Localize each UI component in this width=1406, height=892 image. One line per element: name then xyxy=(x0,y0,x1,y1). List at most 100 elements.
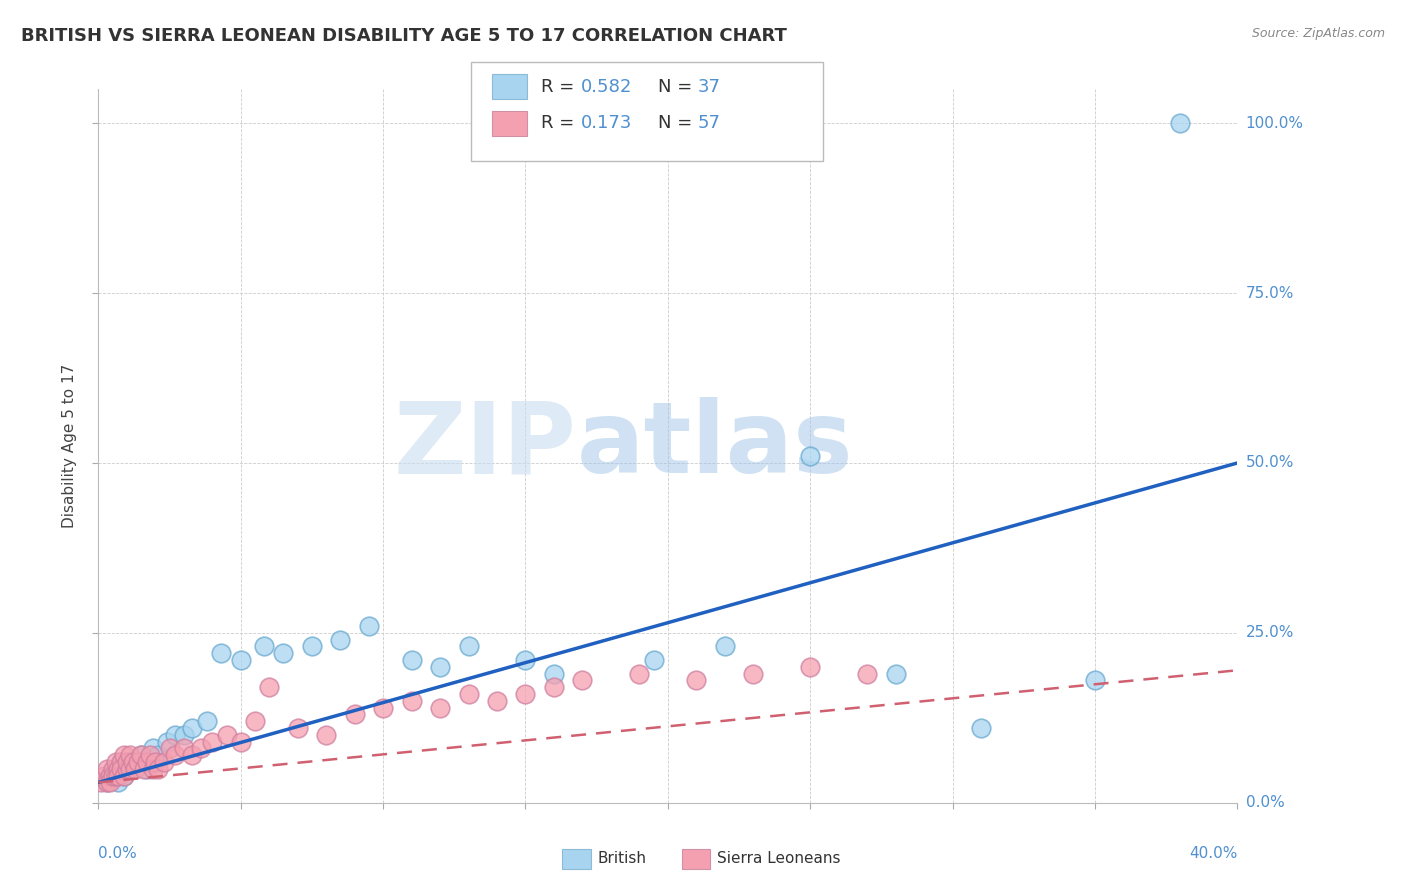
Point xyxy=(373,700,395,714)
Text: N =: N = xyxy=(658,114,697,132)
Point xyxy=(714,640,737,654)
Text: British: British xyxy=(598,851,647,865)
Point xyxy=(301,640,323,654)
Point xyxy=(118,762,141,776)
Point xyxy=(110,755,132,769)
Point xyxy=(112,769,135,783)
Point xyxy=(96,775,118,789)
Point xyxy=(104,762,127,776)
Text: 0.173: 0.173 xyxy=(581,114,633,132)
Point xyxy=(209,646,232,660)
Point xyxy=(104,755,127,769)
Point xyxy=(127,755,149,769)
Point xyxy=(1084,673,1107,688)
Point xyxy=(173,728,195,742)
Point xyxy=(243,714,266,729)
Point xyxy=(165,728,187,742)
Text: R =: R = xyxy=(541,78,581,95)
Point xyxy=(112,769,135,783)
Point xyxy=(107,762,129,776)
Point xyxy=(101,769,124,783)
Point xyxy=(115,762,138,776)
Point xyxy=(101,769,124,783)
Text: R =: R = xyxy=(541,114,581,132)
Point xyxy=(107,769,129,783)
Point xyxy=(215,728,238,742)
Point xyxy=(173,741,195,756)
Point xyxy=(145,755,167,769)
Point xyxy=(115,755,138,769)
Text: 25.0%: 25.0% xyxy=(1246,625,1294,640)
Point xyxy=(401,694,423,708)
Point xyxy=(118,748,141,763)
Point xyxy=(110,762,132,776)
Point xyxy=(1170,116,1192,130)
Point xyxy=(970,721,993,735)
Text: N =: N = xyxy=(658,78,697,95)
Point xyxy=(148,748,170,763)
Point xyxy=(685,673,707,688)
Point xyxy=(115,762,138,776)
Text: 40.0%: 40.0% xyxy=(1189,846,1237,861)
Point xyxy=(112,748,135,763)
Point xyxy=(159,741,181,756)
Point xyxy=(742,666,765,681)
Point xyxy=(799,449,821,463)
Point xyxy=(104,769,127,783)
Point xyxy=(429,700,451,714)
Point xyxy=(486,694,509,708)
Point xyxy=(457,640,479,654)
Point xyxy=(98,769,121,783)
Point xyxy=(229,734,252,748)
Point xyxy=(135,762,157,776)
Text: 75.0%: 75.0% xyxy=(1246,285,1294,301)
Point xyxy=(543,666,565,681)
Point xyxy=(129,748,152,763)
Y-axis label: Disability Age 5 to 17: Disability Age 5 to 17 xyxy=(62,364,77,528)
Text: 57: 57 xyxy=(697,114,720,132)
Point xyxy=(156,734,179,748)
Point xyxy=(181,748,204,763)
Point xyxy=(201,734,224,748)
Point xyxy=(101,762,124,776)
Text: 100.0%: 100.0% xyxy=(1246,116,1303,131)
Point xyxy=(357,619,380,633)
Point xyxy=(571,673,593,688)
Text: ZIP: ZIP xyxy=(394,398,576,494)
Text: atlas: atlas xyxy=(576,398,853,494)
Point xyxy=(543,680,565,694)
Point xyxy=(96,762,118,776)
Point xyxy=(141,741,163,756)
Point xyxy=(195,714,218,729)
Point xyxy=(643,653,665,667)
Text: 0.582: 0.582 xyxy=(581,78,633,95)
Text: Sierra Leoneans: Sierra Leoneans xyxy=(717,851,841,865)
Point xyxy=(515,687,537,701)
Point xyxy=(190,741,212,756)
Point xyxy=(124,762,146,776)
Point xyxy=(628,666,651,681)
Text: 0.0%: 0.0% xyxy=(1246,796,1284,810)
Point xyxy=(132,762,155,776)
Point xyxy=(515,653,537,667)
Point xyxy=(856,666,879,681)
Point xyxy=(329,632,352,647)
Point xyxy=(429,660,451,674)
Point xyxy=(153,755,176,769)
Point xyxy=(129,748,152,763)
Point xyxy=(273,646,295,660)
Point xyxy=(107,775,129,789)
Point xyxy=(121,755,143,769)
Point xyxy=(165,748,187,763)
Point xyxy=(343,707,366,722)
Point xyxy=(799,660,821,674)
Point xyxy=(124,755,146,769)
Point xyxy=(118,755,141,769)
Point xyxy=(98,775,121,789)
Point xyxy=(148,762,170,776)
Point xyxy=(252,640,274,654)
Point xyxy=(315,728,337,742)
Text: 37: 37 xyxy=(697,78,720,95)
Point xyxy=(229,653,252,667)
Point xyxy=(90,775,112,789)
